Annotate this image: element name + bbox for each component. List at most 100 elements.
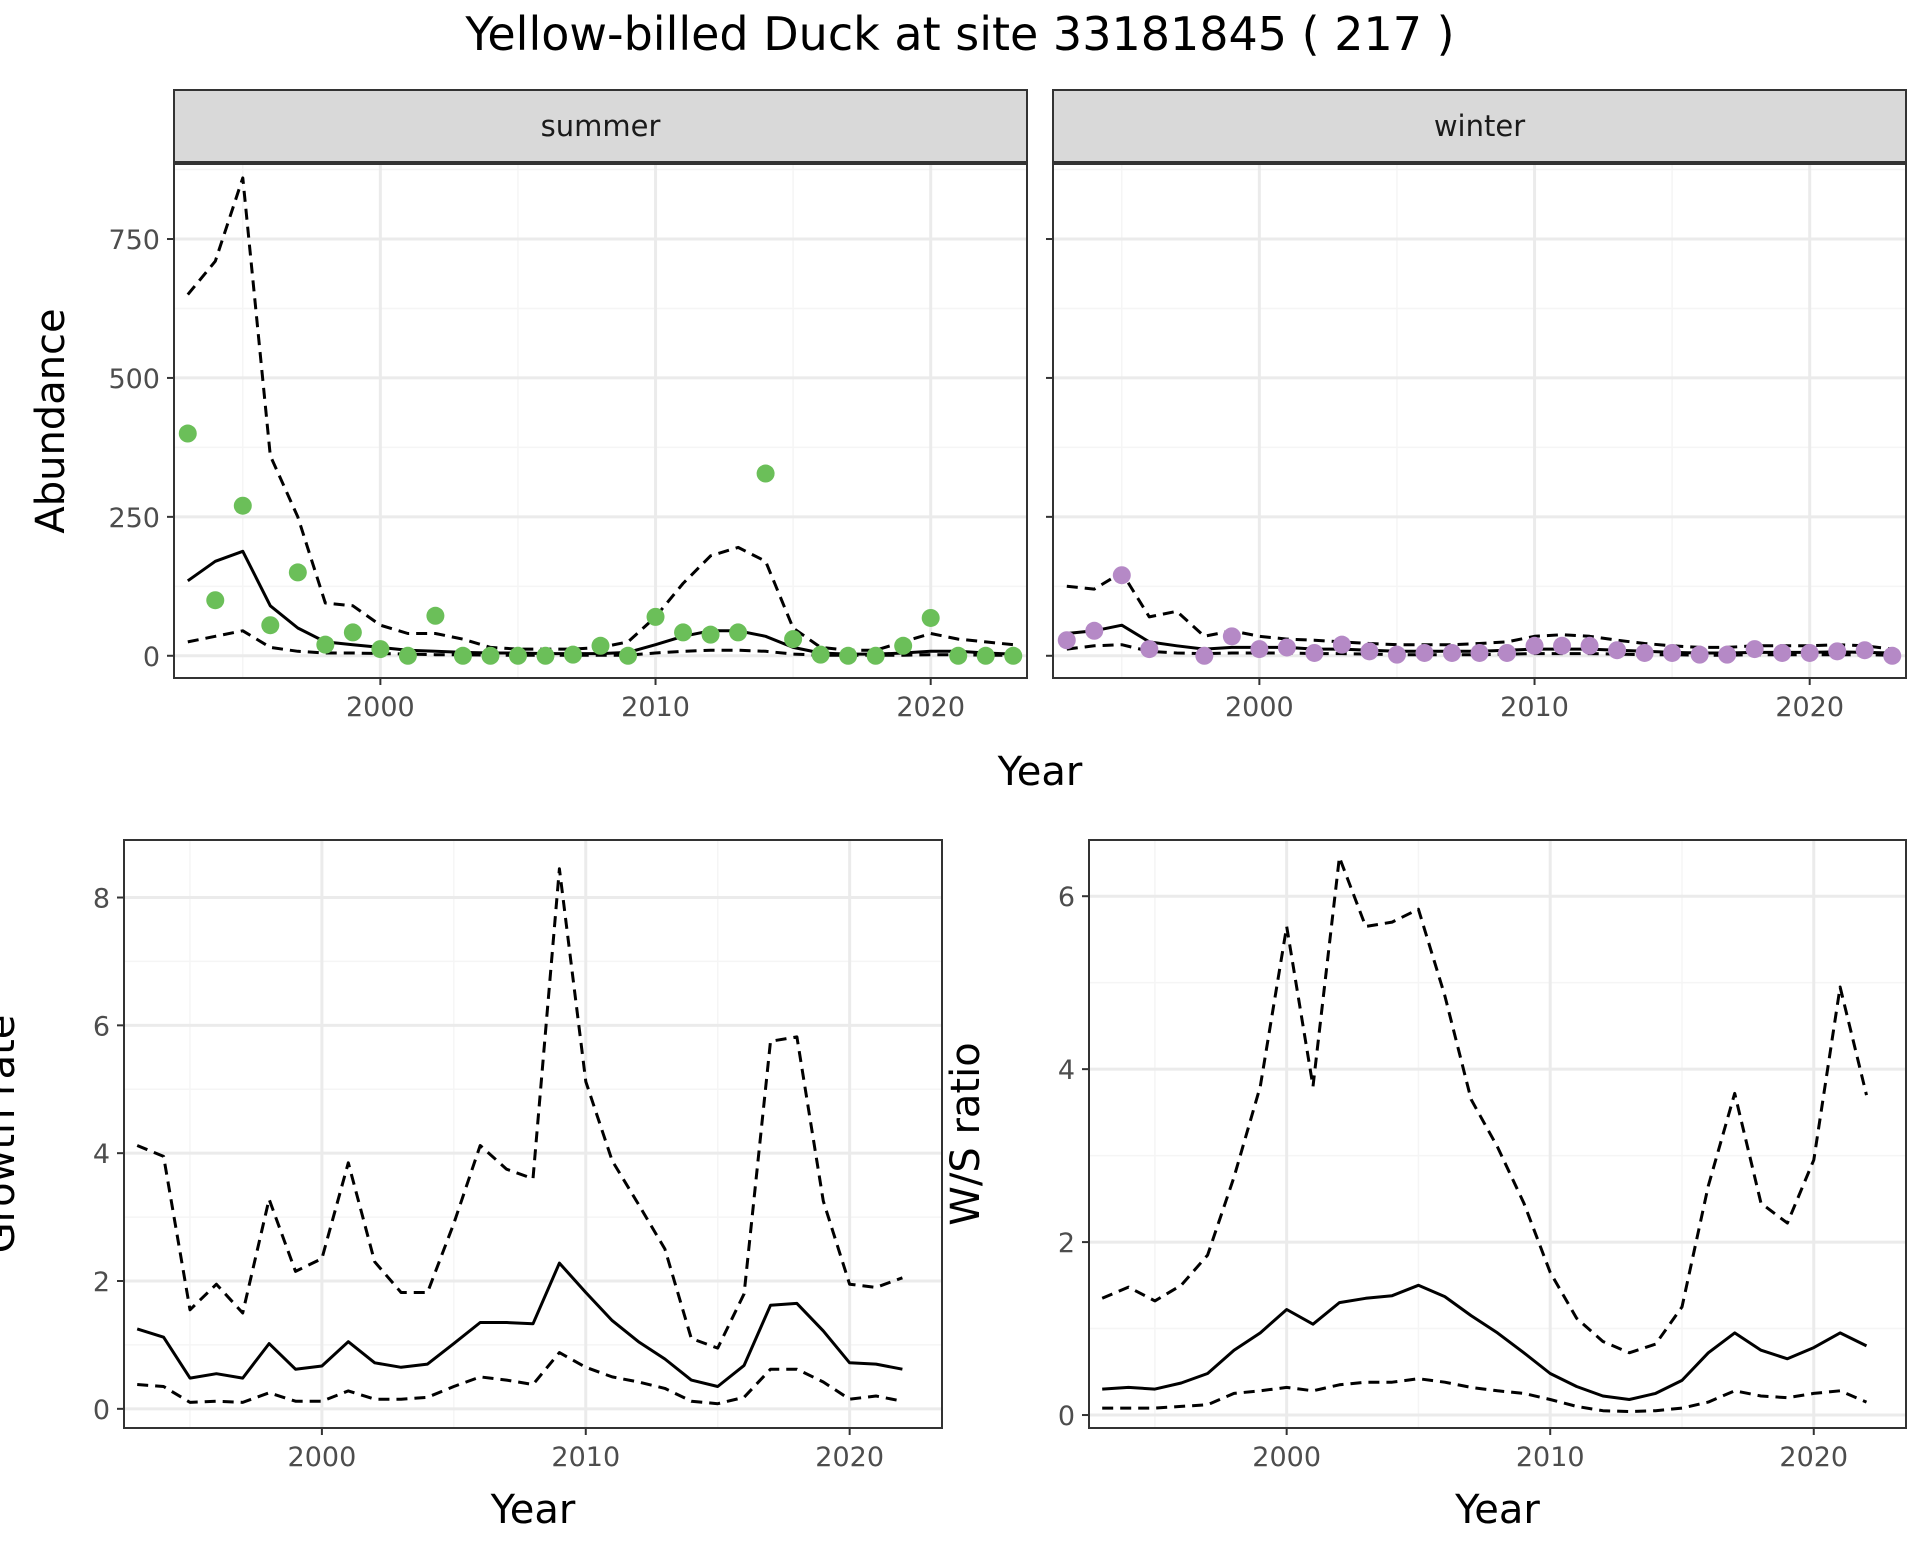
y-axis-title: Abundance	[28, 308, 74, 533]
data-point	[1855, 641, 1874, 660]
data-point	[1470, 643, 1489, 662]
data-point	[1828, 642, 1847, 661]
x-tick-label: 2020	[815, 1442, 884, 1473]
data-point	[1415, 643, 1434, 662]
series-line-lower	[137, 1351, 903, 1406]
data-point	[481, 646, 500, 665]
data-point	[921, 608, 940, 627]
data-point	[1195, 646, 1214, 665]
data-layer	[136, 867, 903, 1406]
data-point	[1277, 638, 1296, 657]
x-tick-label: 2010	[1500, 692, 1569, 723]
data-point	[1222, 627, 1241, 646]
x-tick-label: 2000	[288, 1442, 357, 1473]
data-point	[1635, 643, 1654, 662]
data-point	[1883, 646, 1902, 665]
x-tick-label: 2010	[621, 692, 690, 723]
x-tick-label: 2000	[1225, 692, 1294, 723]
data-point	[233, 496, 252, 515]
data-point	[1690, 645, 1709, 664]
x-tick-label: 2000	[1252, 1442, 1321, 1473]
series-line-upper	[136, 867, 903, 1350]
data-point	[1663, 643, 1682, 662]
y-tick-label: 2	[1058, 1228, 1075, 1259]
data-point	[453, 646, 472, 665]
facet-strip	[1052, 89, 1907, 163]
data-point	[701, 625, 720, 644]
panel-border	[123, 839, 943, 1429]
x-tick-label: 2020	[1775, 692, 1844, 723]
x-axis-title: Year	[490, 1487, 576, 1533]
data-point	[949, 646, 968, 665]
series-line-fit	[1102, 1283, 1868, 1401]
series-line-upper	[1101, 855, 1868, 1355]
data-point	[398, 646, 417, 665]
chart-title: Yellow-billed Duck at site 33181845 ( 21…	[464, 7, 1454, 61]
y-tick-label: 500	[108, 364, 160, 395]
data-point	[288, 563, 307, 582]
data-point	[646, 607, 665, 626]
data-layer	[1057, 566, 1902, 665]
data-point	[839, 646, 858, 665]
panel-background	[1053, 164, 1906, 678]
data-point	[674, 623, 693, 642]
y-tick-label: 8	[93, 884, 110, 915]
x-tick-label: 2020	[1779, 1442, 1848, 1473]
data-point	[316, 635, 335, 654]
panel-summer: summer 2000 2010 2020 0 250 500 750 Abundance	[28, 89, 1028, 723]
y-tick-label: 6	[93, 1011, 110, 1042]
panel-border	[1088, 839, 1907, 1429]
data-point	[1112, 566, 1131, 585]
panel-background	[174, 164, 1027, 678]
data-point	[426, 606, 445, 625]
data-point	[756, 464, 775, 483]
series-line-lower	[1102, 1377, 1868, 1414]
data-point	[508, 646, 527, 665]
y-tick-label: 0	[143, 642, 160, 673]
panel-border	[1052, 163, 1907, 679]
y-tick-label: 250	[108, 503, 160, 534]
data-point	[1387, 645, 1406, 664]
y-axis-title: Growth rate	[0, 1015, 24, 1254]
series-line-fit	[136, 1261, 903, 1388]
data-point	[1360, 642, 1379, 661]
data-point	[1580, 636, 1599, 655]
data-point	[343, 623, 362, 642]
data-point	[563, 645, 582, 664]
data-point	[976, 646, 995, 665]
data-point	[1250, 640, 1269, 659]
data-point	[729, 623, 748, 642]
panel-panel3: 2000 2010 2020 0 2 4 6 W/S ratio Year	[943, 839, 1907, 1533]
y-tick-label: 4	[93, 1139, 110, 1170]
data-point	[1800, 643, 1819, 662]
data-point	[178, 424, 197, 443]
data-point	[866, 646, 885, 665]
y-tick-label: 4	[1058, 1055, 1075, 1086]
data-point	[536, 646, 555, 665]
y-tick-label: 6	[1058, 882, 1075, 913]
panel-background	[124, 840, 942, 1428]
data-point	[206, 591, 225, 610]
y-axis-title: W/S ratio	[943, 1042, 989, 1225]
data-point	[1745, 640, 1764, 659]
data-point	[619, 646, 638, 665]
panel-winter: winter 2000 2010 2020	[1046, 89, 1907, 723]
data-point	[1718, 645, 1737, 664]
data-point	[1305, 643, 1324, 662]
x-tick-label: 2010	[551, 1442, 620, 1473]
data-layer	[178, 176, 1023, 665]
data-point	[591, 636, 610, 655]
facet-strip	[173, 89, 1028, 163]
y-tick-label: 2	[93, 1267, 110, 1298]
data-point	[1608, 641, 1627, 660]
data-point	[894, 636, 913, 655]
y-tick-label: 0	[1058, 1401, 1075, 1432]
data-point	[1525, 636, 1544, 655]
panel-background	[1089, 840, 1906, 1428]
facet-label: winter	[1434, 109, 1525, 143]
data-point	[1773, 643, 1792, 662]
data-point	[811, 645, 830, 664]
data-point	[1332, 635, 1351, 654]
